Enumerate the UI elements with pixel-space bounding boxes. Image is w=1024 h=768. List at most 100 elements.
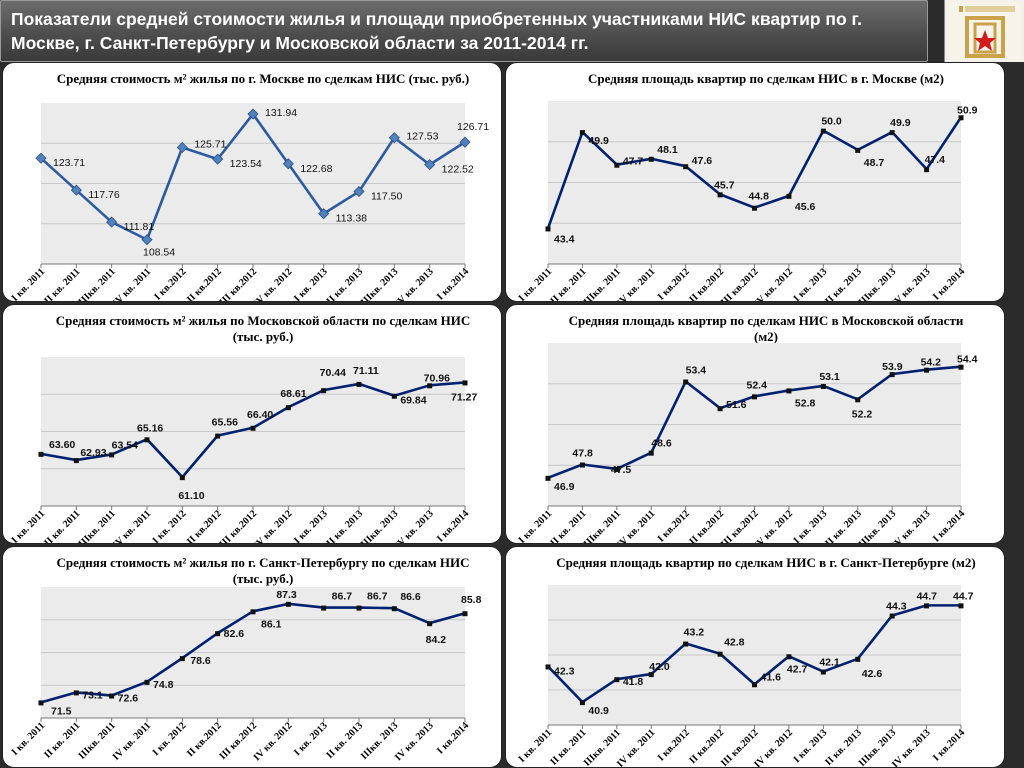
data-point: [427, 383, 433, 389]
x-tick-label: IV кв. 2012: [252, 266, 295, 302]
data-point: [109, 693, 115, 699]
data-label: 117.50: [371, 191, 402, 203]
x-tick-label: II кв. 2013: [324, 508, 365, 544]
plot-area: [547, 101, 962, 268]
data-point: [459, 136, 471, 148]
x-tick-label: IIIкв. 2013: [857, 508, 899, 544]
data-point: [786, 193, 792, 199]
data-point: [717, 192, 723, 198]
data-label: 42.8: [724, 637, 745, 649]
data-point: [212, 153, 224, 165]
x-tick-label: II кв. 2011: [548, 266, 588, 302]
x-tick-label: IV кв. 2013: [393, 508, 436, 544]
data-label: 123.54: [230, 158, 262, 170]
data-label: 47.6: [692, 155, 713, 167]
x-tick-label: I кв.2012: [656, 266, 692, 302]
data-label: 47.5: [611, 464, 632, 476]
data-point: [752, 682, 757, 688]
plot-area: [40, 357, 466, 510]
x-tick-label: II кв. 2011: [42, 508, 82, 544]
data-point: [250, 609, 256, 615]
x-tick-label: II кв. 2013: [823, 266, 864, 302]
data-label: 131.94: [265, 107, 297, 119]
x-tick-label: I кв. 2013: [292, 266, 330, 302]
data-point: [356, 605, 362, 611]
data-label: 47.4: [925, 154, 946, 166]
data-label: 72.6: [118, 693, 139, 705]
data-point: [285, 405, 291, 411]
data-label: 54.2: [921, 357, 942, 369]
data-label: 53.4: [686, 365, 707, 377]
x-tick-label: IV кв. 2012: [752, 266, 795, 302]
data-label: 87.3: [276, 589, 297, 601]
data-point: [683, 641, 689, 647]
x-tick-label: III кв.2012: [218, 508, 260, 544]
data-point: [215, 433, 221, 439]
data-label: 74.8: [153, 679, 174, 691]
x-tick-label: I кв.2014: [931, 727, 967, 763]
data-point: [70, 184, 82, 196]
data-label: 42.6: [862, 668, 883, 680]
data-label: 51.6: [726, 399, 747, 411]
data-point: [285, 601, 291, 607]
data-point: [321, 388, 327, 394]
data-point: [176, 141, 188, 154]
data-point: [855, 656, 861, 662]
data-point: [215, 631, 221, 637]
data-point: [924, 367, 930, 373]
chart-moscow-price: 123.71 117.76 111.81 108.54 125.71 123.54 131.…: [10, 103, 489, 302]
data-label: 117.76: [88, 189, 119, 201]
data-point: [388, 132, 400, 144]
data-label: 43.2: [684, 627, 705, 639]
chart-mo-area: 46.9 47.8 47.5 48.6 53.4 51.652.4 52.8 53.1 52.2…: [517, 343, 978, 544]
data-label: 68.61: [280, 388, 306, 400]
x-tick-label: IV кв. 2011: [111, 266, 153, 302]
data-point: [614, 466, 620, 472]
data-point: [38, 700, 44, 706]
data-label: 63.54: [112, 439, 138, 451]
data-point: [717, 406, 723, 412]
data-point: [855, 397, 861, 403]
data-label: 123.71: [53, 157, 85, 169]
x-tick-label: I кв.2014: [435, 266, 471, 302]
x-tick-label: IV кв. 2011: [615, 266, 657, 302]
data-point: [424, 159, 436, 171]
data-point: [427, 621, 433, 627]
plot-area: [40, 587, 466, 722]
x-tick-label: IIIкв. 2011: [582, 508, 623, 544]
data-point: [924, 603, 930, 609]
data-point: [545, 475, 551, 481]
data-point: [179, 475, 185, 481]
data-point: [462, 380, 468, 386]
data-label: 125.71: [194, 138, 226, 150]
data-label: 71.11: [353, 365, 379, 377]
data-point: [391, 606, 397, 612]
data-label: 84.2: [426, 634, 447, 646]
data-label: 61.10: [178, 490, 204, 502]
data-point: [958, 364, 964, 370]
data-point: [579, 130, 585, 136]
data-point: [614, 162, 620, 168]
logo: [944, 0, 1024, 62]
data-label: 71.5: [51, 705, 72, 717]
x-tick-label: II кв. 2011: [42, 266, 82, 302]
data-point: [855, 147, 861, 153]
x-tick-label: I кв. 2012: [151, 508, 189, 544]
chart-panel-spb-area: Средняя площадь квартир по сделкам НИС в…: [505, 546, 1005, 768]
slide-header: Показатели средней стоимости жилья и пло…: [0, 0, 928, 62]
data-label: 52.2: [852, 408, 873, 420]
data-point: [353, 185, 365, 198]
data-point: [648, 672, 654, 678]
x-tick-label: IIIкв. 2011: [77, 266, 118, 302]
data-label: 42.3: [554, 665, 575, 677]
data-label: 70.44: [320, 367, 346, 379]
data-point: [889, 613, 895, 619]
data-label: 44.7: [917, 590, 938, 602]
x-tick-label: I кв. 2011: [517, 508, 554, 544]
data-label: 78.6: [190, 655, 211, 667]
data-point: [683, 164, 689, 170]
data-label: 49.9: [890, 117, 911, 129]
data-point: [958, 603, 964, 609]
data-label: 45.7: [714, 179, 735, 191]
x-tick-label: IV кв. 2012: [252, 508, 295, 544]
